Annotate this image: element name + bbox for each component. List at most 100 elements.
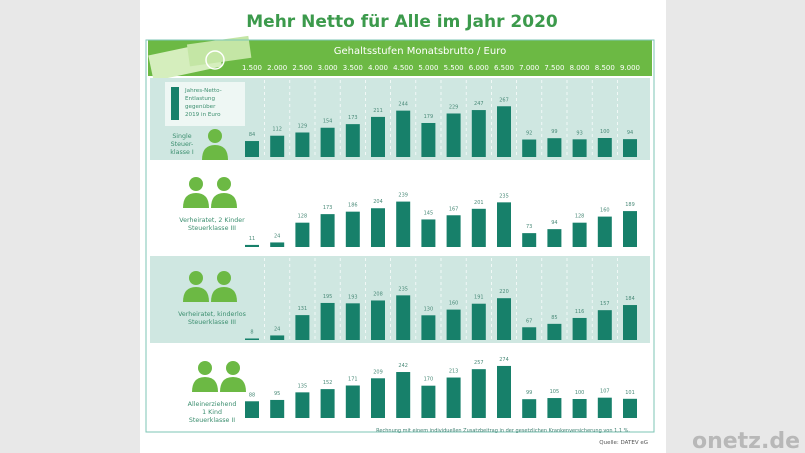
footnote: Rechnung mit einem individuellen Zusatzb…: [376, 428, 630, 434]
bar: [320, 214, 335, 247]
bar-value-label: 239: [398, 193, 408, 199]
bar-value-label: 242: [398, 363, 408, 369]
series-label: Steuerklasse II: [189, 417, 235, 424]
bar-value-label: 99: [551, 129, 557, 135]
series-label: Steuerklasse III: [188, 225, 236, 232]
x-tick-label: 6.500: [494, 64, 514, 72]
bar-value-label: 92: [526, 131, 532, 137]
bar: [421, 315, 436, 340]
bar: [572, 399, 587, 418]
x-tick-label: 2.500: [292, 64, 312, 72]
bar: [245, 244, 259, 247]
person-icon: [183, 177, 237, 208]
legend: Jahres-Netto- Entlastung gegenüber 2019 …: [165, 82, 245, 126]
bar-value-label: 167: [449, 206, 459, 212]
bar: [522, 139, 537, 157]
bar-value-label: 213: [449, 369, 459, 375]
series-label: Verheiratet, kinderlos: [178, 311, 246, 318]
bar: [295, 222, 310, 247]
bar: [597, 310, 612, 340]
series-label: 1 Kind: [202, 409, 222, 416]
person-icon: [202, 129, 228, 160]
bar-value-label: 244: [398, 102, 408, 108]
legend-line: Entlastung: [185, 96, 215, 102]
bar: [547, 398, 562, 418]
bar-value-label: 247: [474, 101, 484, 107]
chart-title: Mehr Netto für Alle im Jahr 2020: [246, 12, 558, 32]
bar-value-label: 93: [576, 130, 582, 136]
bar: [597, 216, 612, 247]
bar: [421, 122, 436, 157]
bar-value-label: 267: [499, 97, 509, 103]
series-label: Verheiratet, 2 Kinder: [179, 217, 245, 224]
bar-value-label: 94: [551, 220, 557, 226]
bar: [421, 219, 436, 247]
x-tick-label: 3.500: [343, 64, 363, 72]
person-icon: [183, 271, 237, 302]
bar: [345, 385, 360, 418]
bar-value-label: 88: [249, 392, 255, 398]
bar-value-label: 209: [373, 369, 383, 375]
bar: [497, 202, 511, 247]
bar-value-label: 257: [474, 360, 484, 366]
bar: [270, 135, 285, 157]
bar: [547, 138, 562, 157]
bar: [295, 132, 310, 157]
bar-value-label: 211: [373, 108, 383, 114]
legend-swatch: [171, 87, 179, 120]
bar: [245, 141, 259, 157]
bar-value-label: 24: [274, 326, 280, 332]
x-tick-label: 5.500: [444, 64, 464, 72]
bar-value-label: 73: [526, 224, 532, 230]
bar-value-label: 171: [348, 377, 358, 383]
bar-value-label: 274: [499, 357, 509, 363]
series-label: Steuer-: [171, 141, 194, 148]
bar: [320, 127, 335, 157]
bar-value-label: 67: [526, 318, 532, 324]
bar: [421, 385, 436, 418]
bar: [270, 242, 285, 247]
bar: [522, 399, 537, 418]
bar: [547, 323, 562, 340]
bar: [572, 139, 587, 157]
bar: [597, 397, 612, 418]
bar-value-label: 11: [249, 236, 255, 242]
series-label: Alleinerziehend: [188, 401, 237, 408]
bar-value-label: 193: [348, 294, 358, 300]
bar-value-label: 189: [625, 202, 635, 208]
x-tick-label: 8.500: [595, 64, 615, 72]
x-tick-label: 7.000: [519, 64, 539, 72]
x-tick-label: 3.000: [318, 64, 338, 72]
bar: [497, 298, 511, 340]
bar-value-label: 101: [625, 390, 635, 396]
bar-value-label: 131: [298, 306, 308, 312]
bar-value-label: 84: [249, 132, 255, 138]
x-tick-label: 5.000: [418, 64, 438, 72]
source: Quelle: DATEV eG: [599, 440, 648, 446]
bar: [396, 110, 411, 157]
bar: [396, 372, 411, 418]
bar-value-label: 229: [449, 104, 459, 110]
bar: [396, 295, 411, 340]
bar: [497, 365, 511, 418]
bar-value-label: 94: [627, 130, 633, 136]
bar-value-label: 128: [575, 214, 585, 220]
bar-value-label: 235: [499, 193, 509, 199]
series-label: klasse I: [170, 149, 194, 156]
series-label: Steuerklasse III: [188, 319, 236, 326]
bar: [471, 110, 486, 157]
bar: [371, 208, 385, 247]
bar: [522, 327, 537, 340]
bar: [471, 303, 486, 340]
bar-value-label: 157: [600, 301, 610, 307]
bar-value-label: 129: [298, 123, 308, 129]
bar: [623, 398, 637, 418]
bar: [371, 378, 385, 418]
bar-value-label: 112: [272, 127, 282, 133]
bar-value-label: 152: [323, 380, 333, 386]
x-tick-label: 2.000: [267, 64, 287, 72]
bar-value-label: 105: [550, 389, 560, 395]
bar: [623, 211, 637, 247]
